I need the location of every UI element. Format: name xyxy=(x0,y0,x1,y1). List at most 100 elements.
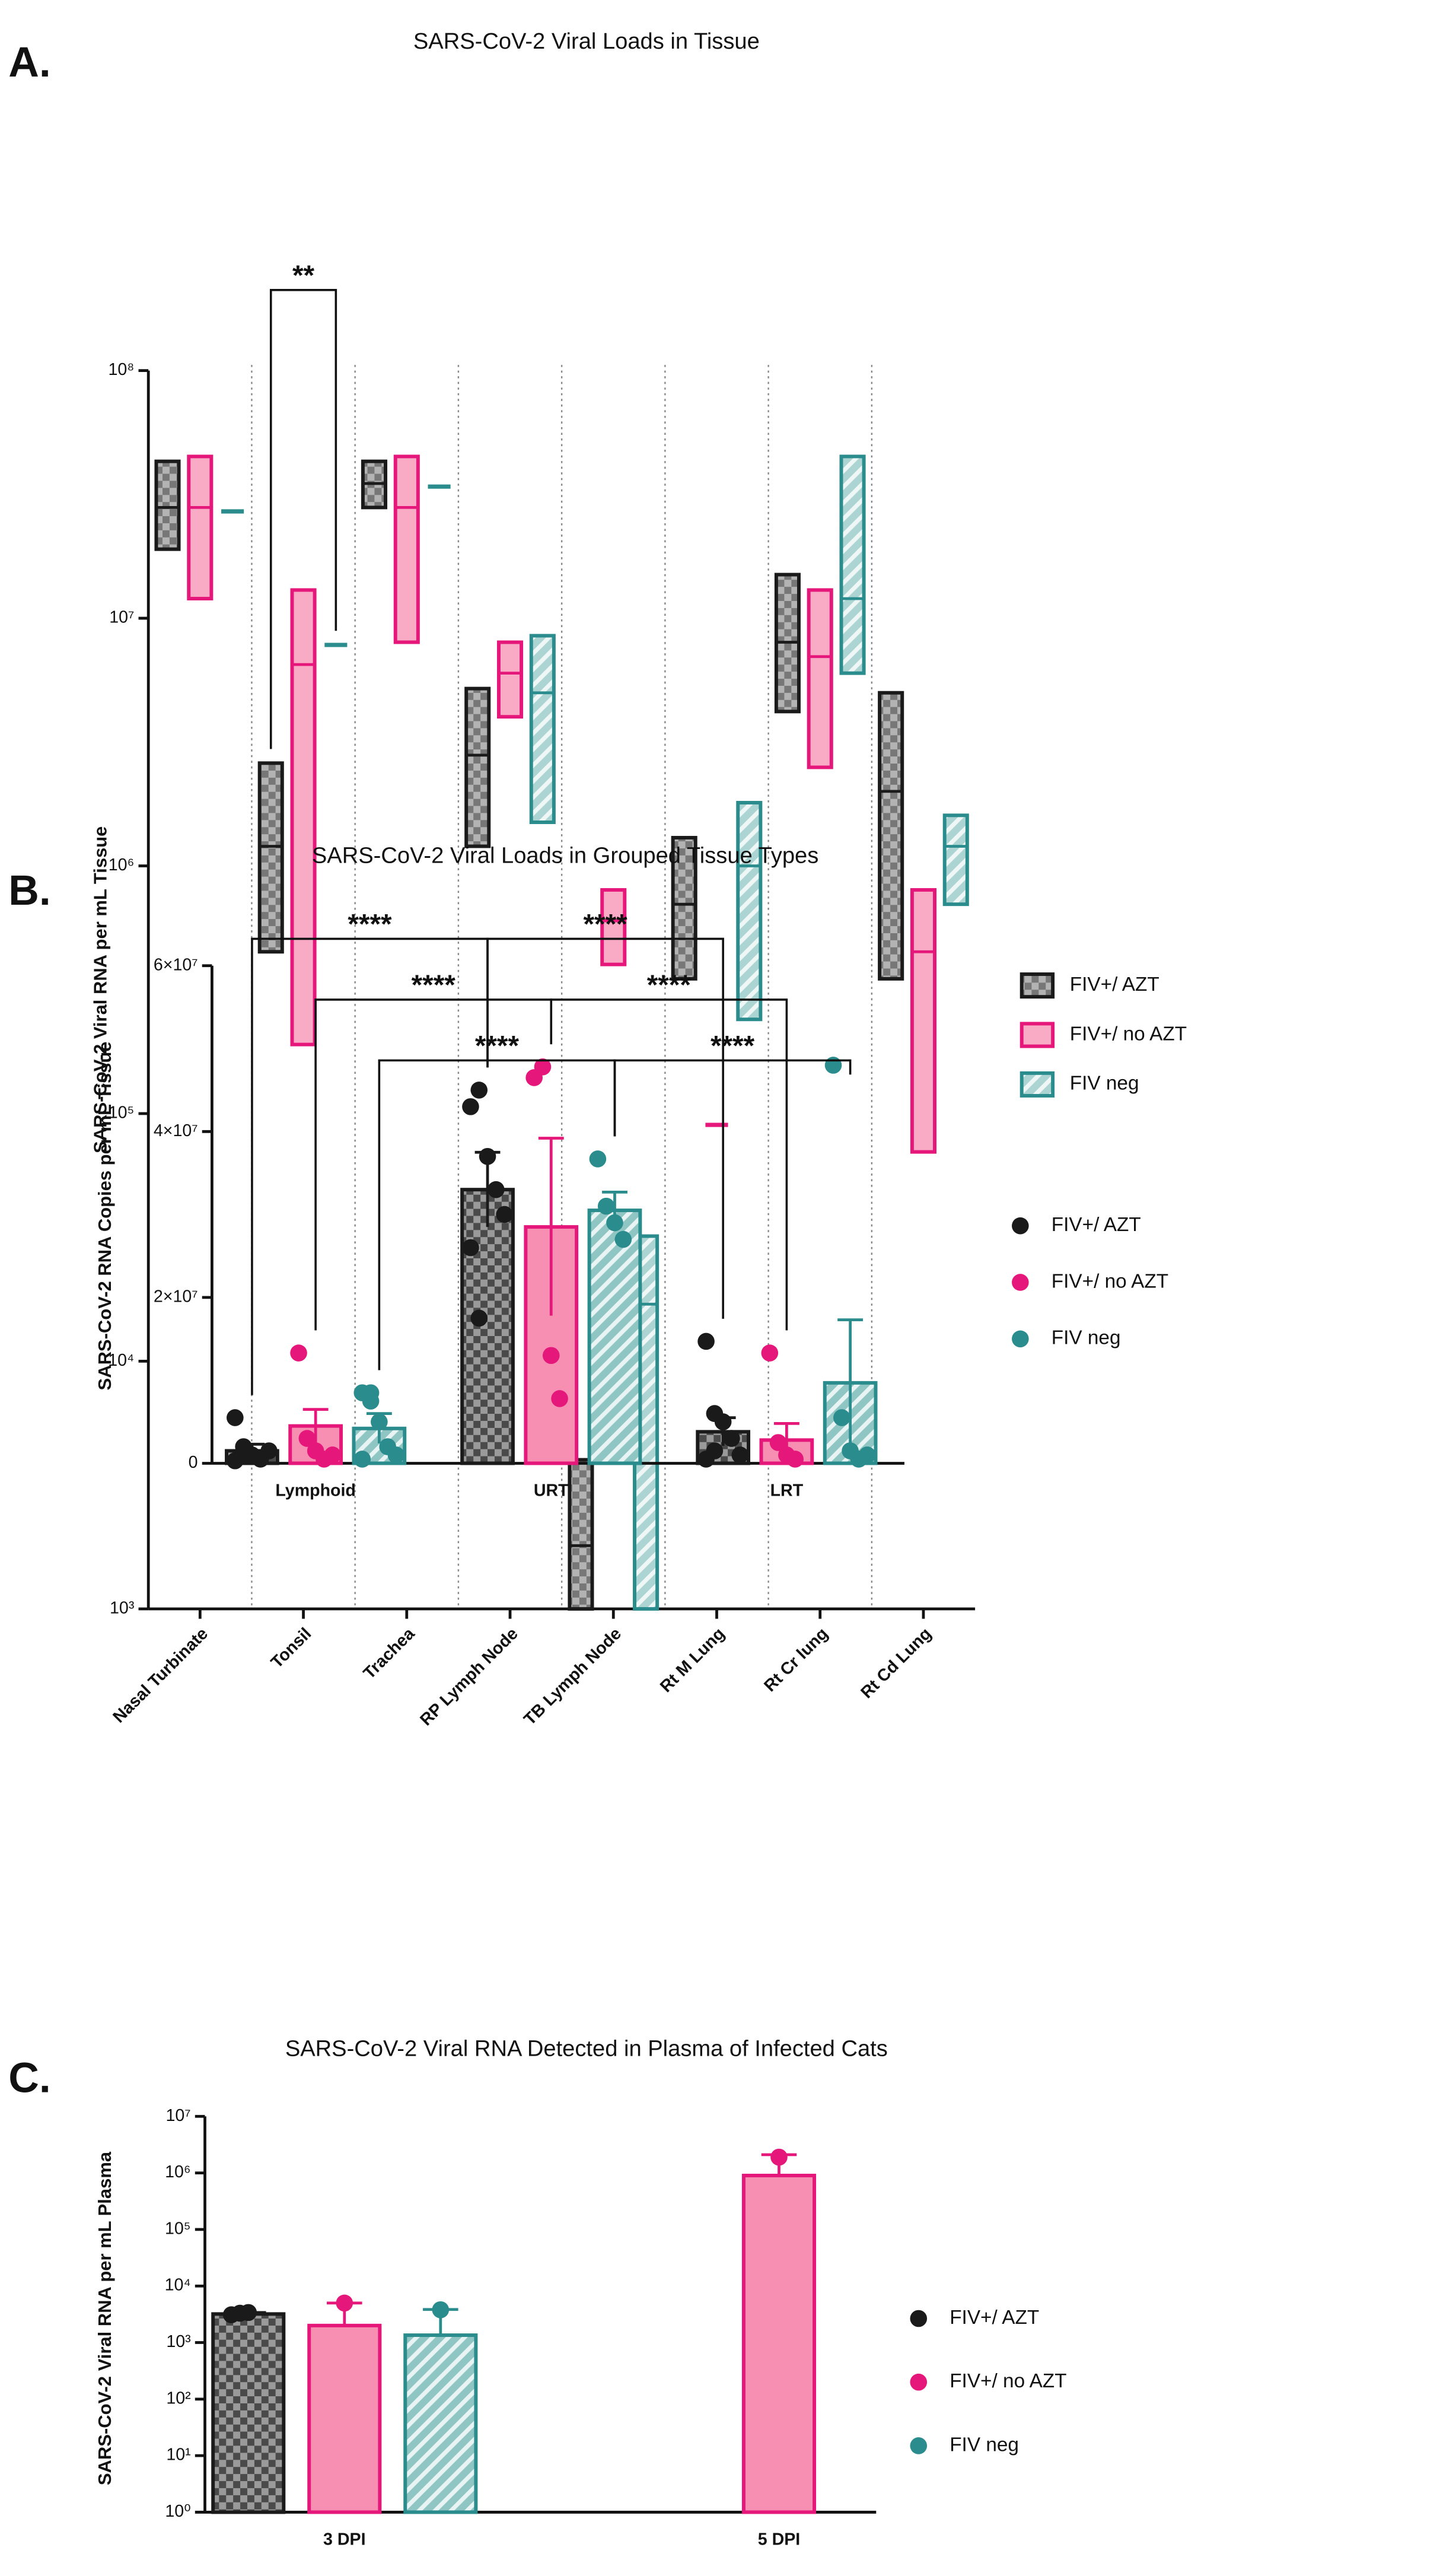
y-tick-label: 10⁵ xyxy=(165,2219,191,2238)
data-point xyxy=(761,1344,779,1362)
range-box xyxy=(807,588,833,769)
data-point xyxy=(324,1446,342,1464)
significance-label: ** xyxy=(292,260,315,291)
data-point xyxy=(824,1057,842,1074)
y-tick-label: 6×10⁷ xyxy=(154,955,198,974)
data-point xyxy=(371,1413,388,1430)
chart-title: SARS-CoV-2 Viral Loads in Tissue xyxy=(413,28,760,54)
data-point xyxy=(614,1230,632,1248)
data-point xyxy=(858,1446,876,1464)
legend-label: FIV+/ AZT xyxy=(950,2307,1039,2329)
y-axis-title: SARS-CoV-2 Viral RNA per mL Tissue xyxy=(90,826,111,1153)
data-point xyxy=(833,1409,850,1426)
legend-label: FIV+/ AZT xyxy=(1070,974,1159,996)
significance-label: **** xyxy=(711,1031,755,1062)
y-tick-label: 10¹ xyxy=(166,2445,190,2464)
legend-label: FIV neg xyxy=(1052,1327,1121,1349)
data-point xyxy=(697,1332,715,1350)
range-box xyxy=(290,588,317,1047)
y-tick-label: 10⁵ xyxy=(109,1103,135,1122)
x-tick-label: Tonsil xyxy=(267,1624,316,1672)
panel-letter: B. xyxy=(8,867,50,914)
y-axis-title: SARS-CoV-2 Viral RNA per mL Plasma xyxy=(94,2151,115,2485)
data-point xyxy=(723,1430,740,1447)
legend-marker xyxy=(910,2373,928,2391)
y-tick-label: 10² xyxy=(166,2389,190,2408)
data-point xyxy=(479,1147,496,1165)
x-tick-label: RP Lymph Node xyxy=(416,1624,522,1730)
x-tick-label: 5 DPI xyxy=(758,2530,800,2549)
range-box xyxy=(942,813,969,907)
chart-title: SARS-CoV-2 Viral RNA Detected in Plasma … xyxy=(285,2036,888,2061)
data-point xyxy=(731,1446,749,1464)
legend-label: FIV+/ no AZT xyxy=(1052,1270,1168,1292)
range-box xyxy=(568,1458,594,1611)
significance-bracket xyxy=(251,937,489,1395)
range-box xyxy=(878,691,904,981)
chart-title: SARS-CoV-2 Viral Loads in Grouped Tissue… xyxy=(312,842,818,868)
bar xyxy=(403,2333,478,2514)
y-tick-label: 2×10⁷ xyxy=(154,1287,198,1306)
y-tick-label: 10⁴ xyxy=(165,2276,191,2295)
panel-letter: A. xyxy=(8,39,50,86)
legend-label: FIV neg xyxy=(950,2434,1019,2456)
y-tick-label: 10⁸ xyxy=(108,360,134,379)
legend-label: FIV+/ AZT xyxy=(1052,1214,1141,1236)
x-tick-label: Nasal Turbinate xyxy=(109,1624,212,1727)
range-box xyxy=(464,686,491,848)
y-tick-label: 10³ xyxy=(166,2332,190,2351)
data-point xyxy=(240,2304,257,2321)
range-box xyxy=(600,888,627,966)
legend-marker xyxy=(1020,1022,1055,1048)
data-point xyxy=(432,2301,450,2319)
data-point xyxy=(589,1150,607,1168)
legend-marker xyxy=(910,2437,928,2454)
range-box xyxy=(736,800,763,1022)
data-point xyxy=(786,1451,804,1468)
range-box xyxy=(910,888,937,1154)
y-axis-title: SARS-CoV-2 RNA Copies per mL Tissue xyxy=(94,1041,115,1390)
data-point xyxy=(470,1082,488,1099)
data-point xyxy=(362,1392,380,1410)
legend-marker xyxy=(910,2310,928,2327)
data-point xyxy=(462,1239,479,1257)
y-tick-label: 10⁶ xyxy=(165,2162,191,2181)
x-tick-label: Trachea xyxy=(360,1624,419,1683)
legend-marker xyxy=(1012,1274,1029,1291)
significance-bracket xyxy=(269,289,337,749)
significance-bracket xyxy=(486,937,724,1319)
significance-label: **** xyxy=(412,969,456,1001)
range-box xyxy=(496,640,524,719)
legend-marker xyxy=(1012,1217,1029,1235)
y-tick-label: 10⁷ xyxy=(109,608,134,627)
bar xyxy=(307,2323,382,2514)
x-tick-label: Rt Cd Lung xyxy=(857,1624,935,1702)
significance-label: **** xyxy=(348,909,392,940)
range-box xyxy=(529,634,556,824)
x-tick-label: LRT xyxy=(770,1481,804,1500)
data-point xyxy=(298,1430,316,1447)
range-box xyxy=(187,454,214,600)
bar xyxy=(741,2173,817,2514)
data-point xyxy=(462,1098,479,1115)
data-point xyxy=(534,1058,552,1076)
significance-label: **** xyxy=(475,1031,520,1062)
data-point xyxy=(353,1451,371,1468)
data-point xyxy=(260,1442,278,1459)
legend-marker xyxy=(1012,1330,1029,1348)
y-tick-label: 0 xyxy=(189,1453,198,1472)
range-box xyxy=(839,454,866,675)
legend-label: FIV+/ no AZT xyxy=(1070,1023,1187,1045)
data-point xyxy=(606,1214,623,1232)
data-point xyxy=(336,2294,353,2312)
significance-label: **** xyxy=(647,969,692,1001)
data-point xyxy=(235,1446,252,1464)
y-tick-label: 10⁴ xyxy=(108,1351,134,1370)
data-point xyxy=(488,1181,505,1198)
legend-label: FIV neg xyxy=(1070,1073,1139,1095)
range-box xyxy=(393,454,420,644)
range-box xyxy=(671,835,697,981)
y-tick-label: 10³ xyxy=(110,1598,134,1617)
data-point xyxy=(597,1197,615,1215)
